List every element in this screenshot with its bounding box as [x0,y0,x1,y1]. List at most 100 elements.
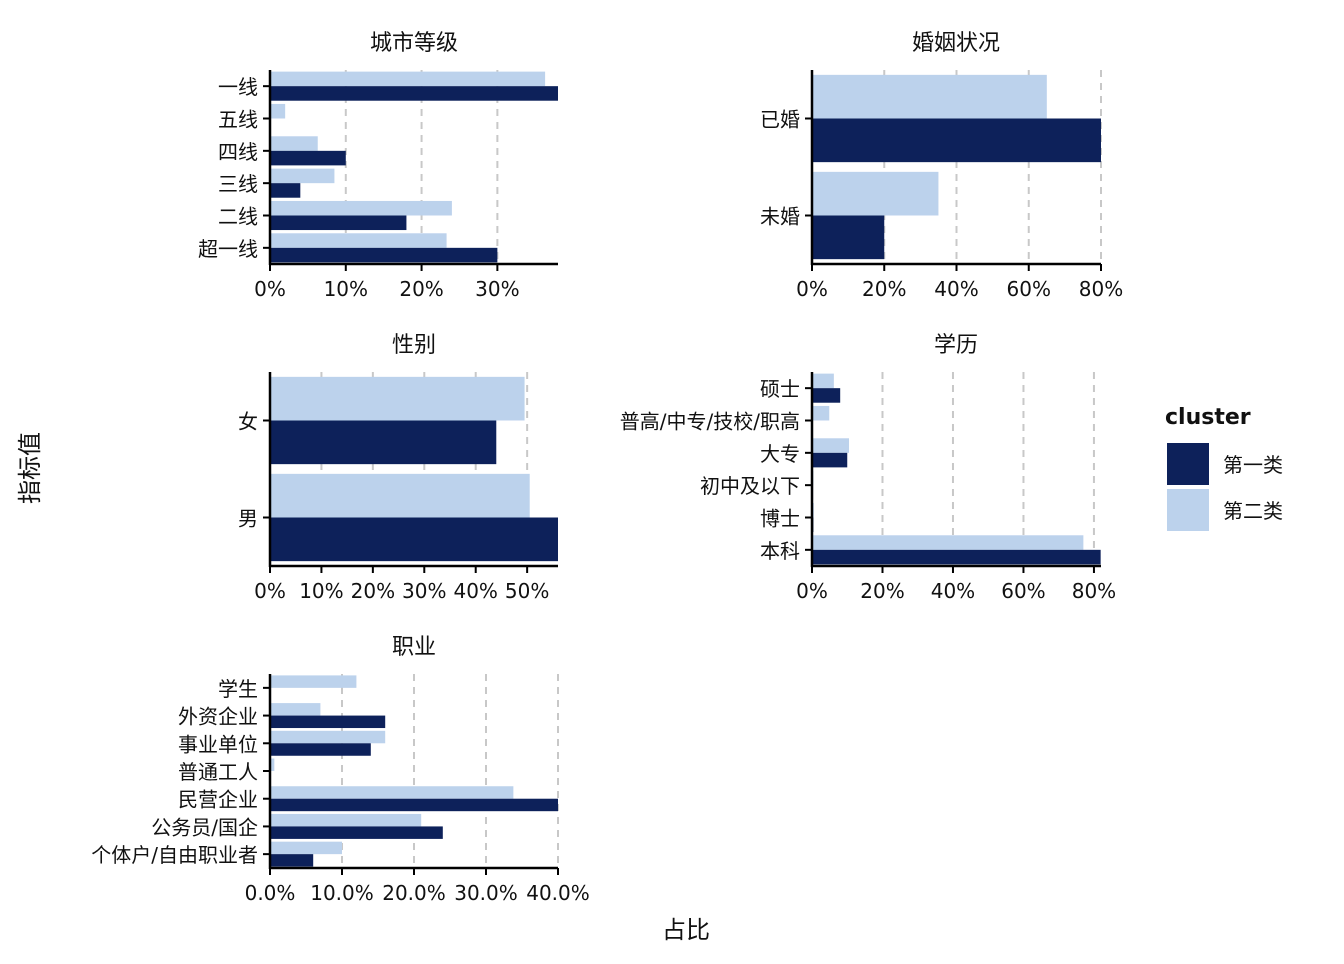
bar-second-cluster [812,405,830,421]
bar-first-cluster [812,118,1101,163]
x-tick-label: 30% [402,579,446,603]
y-tick-label: 女 [238,410,258,434]
bar-second-cluster [270,200,452,216]
y-tick-label: 一线 [218,75,258,99]
bar-first-cluster [270,715,386,729]
bar-second-cluster [270,758,275,771]
legend-title: cluster [1165,405,1251,430]
bar-second-cluster [270,473,530,518]
bar-second-cluster [270,675,357,688]
y-tick-label: 超一线 [198,237,258,261]
panel-title: 婚姻状况 [912,31,1000,56]
y-tick-label: 四线 [218,140,258,164]
x-tick-label: 0% [254,277,286,301]
x-tick-label: 40.0% [526,881,590,905]
y-axis-title: 指标值 [16,432,44,504]
y-tick-label: 男 [238,507,258,531]
legend-label-series-1: 第一类 [1223,453,1283,477]
bar-first-cluster [270,743,371,756]
panel-title: 学历 [934,333,978,358]
bar-first-cluster [270,215,407,231]
x-tick-label: 20.0% [382,881,446,905]
y-tick-label: 初中及以下 [700,474,800,498]
bar-second-cluster [270,168,335,184]
bar-second-cluster [270,813,422,827]
y-tick-label: 普高/中专/技校/职高 [620,410,800,434]
y-tick-label: 三线 [218,172,258,196]
y-tick-label: 个体户/自由职业者 [91,843,258,867]
x-tick-label: 0.0% [245,881,296,905]
x-tick-label: 20% [351,579,395,603]
y-tick-label: 外资企业 [178,705,258,729]
x-tick-label: 30.0% [454,881,518,905]
x-tick-label: 50% [505,579,549,603]
bar-second-cluster [812,373,834,389]
x-tick-label: 10.0% [310,881,374,905]
y-tick-label: 本科 [760,539,800,563]
panel-title: 性别 [392,333,436,358]
legend-swatch-series-2 [1167,489,1209,531]
bar-second-cluster [270,136,318,151]
legend-label-series-2: 第二类 [1223,499,1283,523]
x-tick-label: 0% [796,277,828,301]
bar-first-cluster [270,798,558,812]
x-tick-label: 10% [299,579,343,603]
bar-first-cluster [270,150,346,166]
bar-second-cluster [270,233,447,248]
y-tick-label: 普通工人 [178,760,258,784]
bar-first-cluster [270,86,558,101]
bar-first-cluster [270,420,497,465]
x-tick-label: 80% [1072,579,1116,603]
bar-first-cluster [812,452,848,468]
y-tick-label: 事业单位 [178,732,258,756]
y-tick-label: 公务员/国企 [151,815,258,839]
x-tick-label: 60% [1001,579,1045,603]
y-tick-label: 博士 [760,507,800,531]
y-tick-label: 民营企业 [178,788,258,812]
x-tick-label: 0% [796,579,828,603]
y-tick-label: 二线 [218,205,258,229]
bar-first-cluster [270,183,301,198]
x-tick-label: 20% [860,579,904,603]
x-tick-label: 0% [254,579,286,603]
x-tick-label: 40% [453,579,497,603]
bar-second-cluster [812,74,1047,119]
x-tick-label: 40% [934,277,978,301]
x-axis-title: 占比 [662,916,710,944]
bar-second-cluster [270,103,286,119]
legend-swatch-series-1 [1167,443,1209,485]
bar-first-cluster [812,388,841,403]
y-tick-label: 五线 [218,108,258,132]
bar-first-cluster [270,826,443,839]
x-tick-label: 40% [931,579,975,603]
y-tick-label: 已婚 [760,108,800,132]
bar-first-cluster [812,549,1101,565]
bar-second-cluster [812,535,1084,550]
bar-second-cluster [270,786,514,799]
bar-first-cluster [270,517,558,562]
x-tick-label: 80% [1079,277,1123,301]
panel-title: 城市等级 [370,31,458,56]
y-tick-label: 学生 [218,677,258,701]
bar-second-cluster [270,703,321,716]
x-tick-label: 60% [1007,277,1051,301]
bar-second-cluster [270,376,525,421]
y-tick-label: 硕士 [760,377,800,401]
bar-second-cluster [812,171,939,216]
y-tick-label: 大专 [760,442,800,466]
panel-title: 职业 [392,635,436,660]
bar-second-cluster [270,841,342,855]
bar-second-cluster [270,71,546,87]
x-tick-label: 20% [862,277,906,301]
x-tick-label: 10% [324,277,368,301]
bar-first-cluster [270,247,498,263]
legend: cluster 第一类 第二类 [1165,405,1283,531]
bar-first-cluster [270,854,314,867]
bar-second-cluster [270,730,386,744]
